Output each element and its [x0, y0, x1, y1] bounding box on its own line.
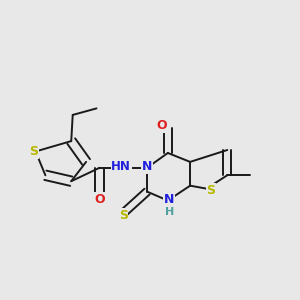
Text: O: O [157, 119, 167, 132]
Text: S: S [206, 184, 215, 197]
Text: H: H [165, 207, 174, 217]
Text: O: O [94, 193, 105, 206]
Text: S: S [30, 145, 39, 158]
Text: HN: HN [111, 160, 131, 173]
Text: S: S [119, 209, 128, 222]
Text: N: N [164, 193, 175, 206]
Text: N: N [142, 160, 152, 173]
